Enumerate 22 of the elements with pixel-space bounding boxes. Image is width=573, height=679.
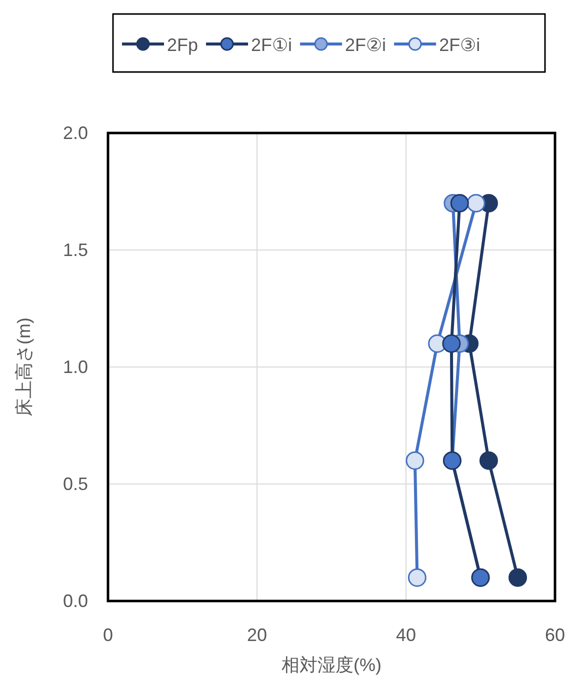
legend-label: 2F①i (251, 35, 292, 55)
point (406, 451, 424, 470)
x-tick-label: 0 (102, 625, 114, 645)
legend-label: 2F②i (345, 35, 386, 55)
point (408, 568, 426, 587)
y-axis-title: 床上高さ(m) (14, 318, 34, 416)
y-tick-label: 2.0 (62, 123, 88, 143)
point (508, 568, 527, 587)
x-axis-title: 相対湿度(%) (282, 655, 382, 675)
point (466, 194, 486, 212)
point (450, 194, 469, 212)
y-tick-label: 1.5 (62, 240, 88, 260)
y-tick-label: 0.0 (62, 591, 88, 611)
legend-label: 2F③i (439, 35, 480, 55)
point (442, 334, 461, 353)
y-tick-label: 1.0 (62, 357, 88, 377)
x-tick-label: 20 (246, 625, 268, 645)
point (479, 451, 498, 470)
y-tick-label: 0.5 (62, 474, 88, 494)
x-tick-label: 40 (396, 625, 416, 645)
x-tick-label: 60 (544, 625, 566, 645)
legend-label: 2Fp (167, 35, 198, 55)
